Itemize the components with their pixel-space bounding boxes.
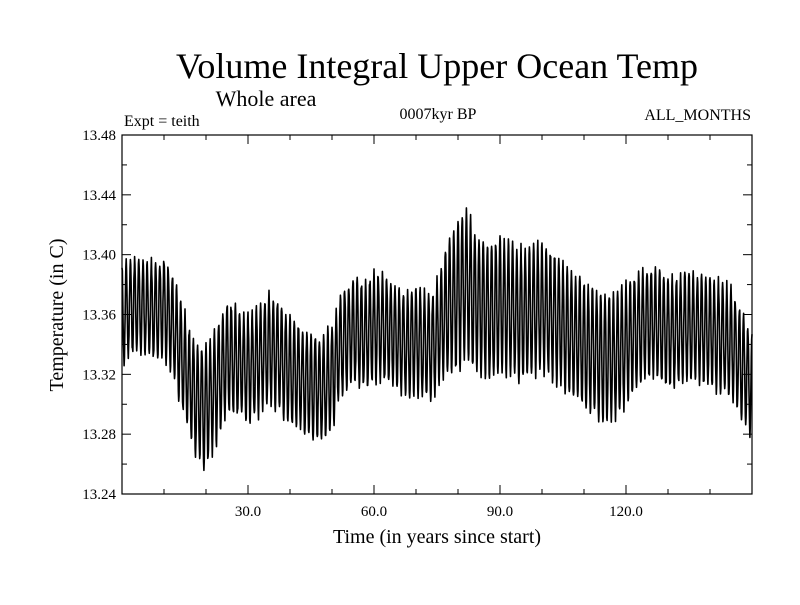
y-tick-label: 13.36 xyxy=(82,308,116,324)
x-tick-label: 90.0 xyxy=(487,504,513,520)
series-line-0 xyxy=(121,207,753,472)
y-tick-label: 13.24 xyxy=(82,487,116,503)
y-tick-label: 13.32 xyxy=(82,367,116,383)
y-axis-label: Temperature (in C) xyxy=(46,239,68,392)
x-axis-label: Time (in years since start) xyxy=(333,526,541,548)
x-tick-label: 60.0 xyxy=(361,504,387,520)
chart-subtitle: Whole area xyxy=(216,86,317,111)
annotation-experiment: Expt = teith xyxy=(124,113,200,130)
x-tick-label: 30.0 xyxy=(235,504,261,520)
y-tick-label: 13.48 xyxy=(82,128,116,144)
y-tick-label: 13.44 xyxy=(82,188,116,204)
y-tick-label: 13.40 xyxy=(82,248,116,264)
y-tick-label: 13.28 xyxy=(82,427,116,443)
annotation-period: 0007kyr BP xyxy=(400,106,477,123)
x-axis: 30.0 60.0 90.0 120.0 xyxy=(163,135,711,520)
series-layer xyxy=(121,207,753,472)
annotation-months: ALL_MONTHS xyxy=(644,107,751,124)
chart-title: Volume Integral Upper Ocean Temp xyxy=(176,46,698,86)
x-tick-label: 120.0 xyxy=(609,504,643,520)
